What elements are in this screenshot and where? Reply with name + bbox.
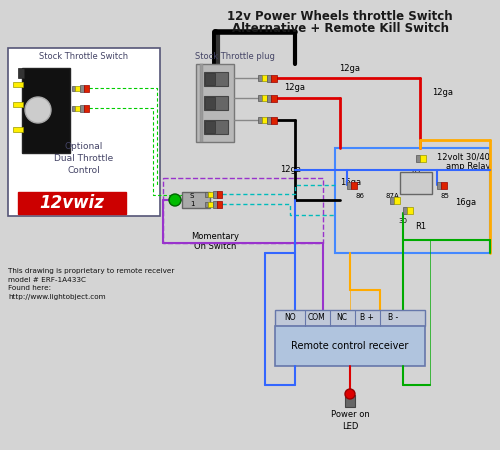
Bar bbox=[205, 202, 208, 207]
Bar bbox=[275, 310, 425, 326]
Bar bbox=[196, 64, 234, 142]
Bar bbox=[13, 82, 23, 87]
Bar bbox=[208, 192, 213, 197]
Text: 12v Power Wheels throttle Switch: 12v Power Wheels throttle Switch bbox=[227, 10, 453, 23]
Bar bbox=[163, 178, 323, 243]
Bar bbox=[18, 68, 24, 78]
Bar bbox=[22, 68, 70, 153]
Bar bbox=[205, 97, 215, 109]
Bar bbox=[403, 207, 407, 213]
Text: Optional
Dual Throttle
Control: Optional Dual Throttle Control bbox=[54, 142, 114, 175]
Bar bbox=[262, 75, 267, 81]
Bar bbox=[18, 192, 126, 214]
Bar bbox=[204, 120, 228, 134]
Bar bbox=[267, 75, 271, 81]
Bar bbox=[271, 117, 277, 123]
Bar bbox=[351, 181, 357, 189]
Bar bbox=[390, 197, 394, 203]
Text: B -: B - bbox=[388, 314, 398, 323]
Bar bbox=[80, 104, 84, 112]
Circle shape bbox=[345, 389, 355, 399]
Bar bbox=[394, 197, 400, 203]
Text: B +: B + bbox=[360, 314, 374, 323]
Bar bbox=[205, 121, 215, 133]
Bar bbox=[84, 104, 89, 112]
Text: This drawing is proprietary to remote receiver
model # ERF-1A433C
Found here:
ht: This drawing is proprietary to remote re… bbox=[8, 268, 174, 300]
Bar bbox=[204, 96, 228, 110]
Bar bbox=[258, 117, 262, 123]
Bar bbox=[345, 395, 355, 407]
Bar bbox=[420, 154, 426, 162]
Bar bbox=[205, 192, 208, 197]
Bar bbox=[205, 73, 215, 85]
Bar bbox=[400, 172, 432, 194]
Text: 16ga: 16ga bbox=[340, 178, 361, 187]
Bar bbox=[213, 190, 216, 198]
Bar bbox=[267, 117, 271, 123]
Text: 16ga: 16ga bbox=[455, 198, 476, 207]
Text: Stock Throttle Switch: Stock Throttle Switch bbox=[40, 52, 128, 61]
Bar bbox=[208, 202, 213, 207]
Bar bbox=[216, 190, 222, 198]
Circle shape bbox=[25, 97, 51, 123]
Bar bbox=[437, 181, 441, 189]
Bar bbox=[271, 94, 277, 102]
Bar bbox=[213, 201, 216, 207]
Bar bbox=[347, 181, 351, 189]
Bar bbox=[13, 127, 23, 132]
Bar bbox=[262, 95, 267, 101]
Text: Remote control receiver: Remote control receiver bbox=[292, 341, 408, 351]
Bar bbox=[75, 105, 80, 111]
Text: 12vwiz: 12vwiz bbox=[40, 194, 104, 212]
Bar bbox=[80, 85, 84, 91]
Bar bbox=[267, 94, 271, 102]
Text: S
1: S 1 bbox=[190, 194, 194, 207]
Text: 12ga: 12ga bbox=[340, 64, 360, 73]
Bar bbox=[258, 75, 262, 81]
Text: R1: R1 bbox=[415, 222, 426, 231]
Bar bbox=[84, 85, 89, 91]
Text: Momentary
On Switch: Momentary On Switch bbox=[191, 232, 239, 252]
Text: Alternative + Remote Kill Switch: Alternative + Remote Kill Switch bbox=[232, 22, 448, 35]
Text: 12volt 30/40
amp Relay: 12volt 30/40 amp Relay bbox=[437, 152, 490, 171]
Bar bbox=[275, 326, 425, 366]
Bar bbox=[72, 86, 75, 90]
Bar bbox=[258, 95, 262, 101]
Bar bbox=[72, 105, 75, 111]
Text: Power on
LED: Power on LED bbox=[330, 410, 370, 431]
Bar bbox=[216, 201, 222, 207]
Bar bbox=[182, 192, 210, 208]
Text: 86: 86 bbox=[356, 193, 364, 199]
Bar bbox=[13, 102, 23, 107]
Bar bbox=[416, 154, 420, 162]
Bar bbox=[262, 117, 267, 123]
Text: 12ga: 12ga bbox=[284, 83, 306, 92]
Bar bbox=[8, 48, 160, 216]
Text: NC: NC bbox=[336, 314, 347, 323]
Bar bbox=[335, 148, 490, 253]
Text: 87A: 87A bbox=[385, 193, 399, 199]
Text: COM: COM bbox=[308, 314, 326, 323]
Bar bbox=[271, 75, 277, 81]
Text: 30: 30 bbox=[398, 218, 407, 224]
Bar bbox=[204, 72, 228, 86]
Text: 87: 87 bbox=[411, 170, 421, 179]
Text: 85: 85 bbox=[440, 193, 450, 199]
Text: 12ga: 12ga bbox=[280, 165, 301, 174]
Circle shape bbox=[169, 194, 181, 206]
Bar bbox=[200, 64, 203, 142]
Text: Stock Throttle plug: Stock Throttle plug bbox=[195, 52, 275, 61]
Bar bbox=[441, 181, 447, 189]
Text: NO: NO bbox=[284, 314, 296, 323]
Bar bbox=[407, 207, 413, 213]
Text: 12ga: 12ga bbox=[432, 88, 453, 97]
Bar bbox=[75, 86, 80, 90]
